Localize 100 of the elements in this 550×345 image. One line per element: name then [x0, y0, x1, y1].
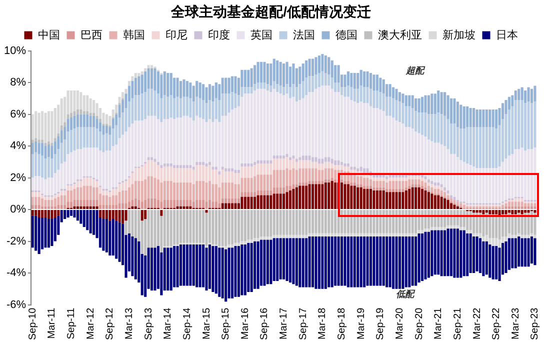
- bar: [196, 165, 198, 181]
- bar: [288, 210, 292, 235]
- bar: [118, 210, 121, 222]
- bar: [279, 158, 282, 170]
- bar: [221, 198, 224, 204]
- bar: [131, 98, 134, 124]
- bar: [427, 232, 430, 278]
- bar: [279, 156, 282, 159]
- bar: [244, 163, 246, 167]
- annotation: 低配: [396, 289, 416, 300]
- bar: [89, 186, 92, 200]
- bar: [105, 114, 108, 124]
- bar: [430, 226, 434, 230]
- bar: [398, 178, 402, 181]
- bar: [105, 133, 108, 151]
- x-tick-label: Sep-14: [182, 307, 193, 340]
- bar: [254, 241, 256, 289]
- bar: [437, 186, 440, 189]
- bar: [302, 186, 304, 210]
- bar: [308, 168, 311, 181]
- bar: [386, 188, 388, 192]
- bar: [369, 186, 372, 189]
- bar: [524, 203, 527, 206]
- bar: [388, 192, 392, 210]
- bar: [170, 200, 172, 208]
- bar: [89, 200, 92, 206]
- bar: [514, 202, 517, 206]
- bar: [108, 210, 112, 221]
- bar: [176, 96, 179, 118]
- bar: [372, 190, 376, 210]
- bar: [330, 180, 334, 210]
- bar: [305, 182, 308, 186]
- bar: [266, 64, 269, 84]
- bar: [228, 198, 230, 204]
- bar: [324, 157, 327, 162]
- bar: [224, 198, 228, 204]
- bar: [346, 166, 350, 172]
- bar: [346, 71, 350, 86]
- bar: [534, 86, 536, 102]
- bar: [328, 162, 330, 168]
- bar: [411, 210, 414, 234]
- bar: [279, 86, 282, 94]
- bar: [260, 163, 263, 175]
- bar: [492, 126, 494, 168]
- bar: [234, 198, 237, 204]
- bar: [186, 165, 188, 168]
- bar: [237, 242, 240, 246]
- bar: [395, 210, 398, 234]
- bar: [41, 198, 44, 206]
- bar: [495, 128, 498, 168]
- bar: [205, 210, 208, 213]
- bar: [314, 74, 318, 89]
- bar: [192, 210, 195, 243]
- bar: [292, 168, 295, 184]
- bar: [272, 80, 276, 89]
- bar: [314, 157, 318, 162]
- bar: [476, 210, 478, 213]
- bar: [208, 180, 212, 200]
- bar: [308, 160, 311, 168]
- bar: [434, 188, 436, 194]
- bar: [124, 180, 128, 190]
- bar: [208, 210, 212, 243]
- x-tick-label: Sep-19: [375, 307, 386, 340]
- bar: [270, 240, 272, 284]
- bar: [485, 212, 488, 235]
- bar: [170, 163, 172, 167]
- bar: [205, 163, 208, 167]
- bar: [498, 240, 501, 248]
- bar: [346, 184, 350, 210]
- bar: [437, 182, 440, 186]
- bar: [260, 190, 263, 196]
- bar: [372, 187, 376, 190]
- bar: [379, 233, 382, 237]
- bar: [192, 244, 195, 286]
- bar: [86, 210, 89, 230]
- bar: [34, 196, 38, 205]
- bar: [140, 74, 144, 94]
- bar: [379, 187, 382, 190]
- bar: [102, 190, 105, 196]
- legend-label: 韩国: [122, 28, 145, 42]
- bar: [124, 190, 128, 204]
- bar: [414, 187, 418, 210]
- bar: [166, 73, 170, 97]
- bar: [47, 144, 50, 158]
- bar: [38, 142, 40, 154]
- bar: [234, 203, 237, 210]
- bar: [424, 187, 427, 190]
- bar: [138, 76, 140, 96]
- bar: [302, 182, 304, 186]
- bar: [173, 182, 176, 200]
- bar: [176, 168, 179, 183]
- bar: [408, 95, 411, 106]
- bar: [228, 94, 230, 113]
- bar: [346, 86, 350, 97]
- bar: [54, 173, 56, 194]
- bar: [495, 246, 498, 280]
- x-tick-label: Mar-17: [278, 307, 290, 340]
- bar: [328, 157, 330, 162]
- bar: [112, 204, 114, 210]
- bar: [147, 160, 150, 176]
